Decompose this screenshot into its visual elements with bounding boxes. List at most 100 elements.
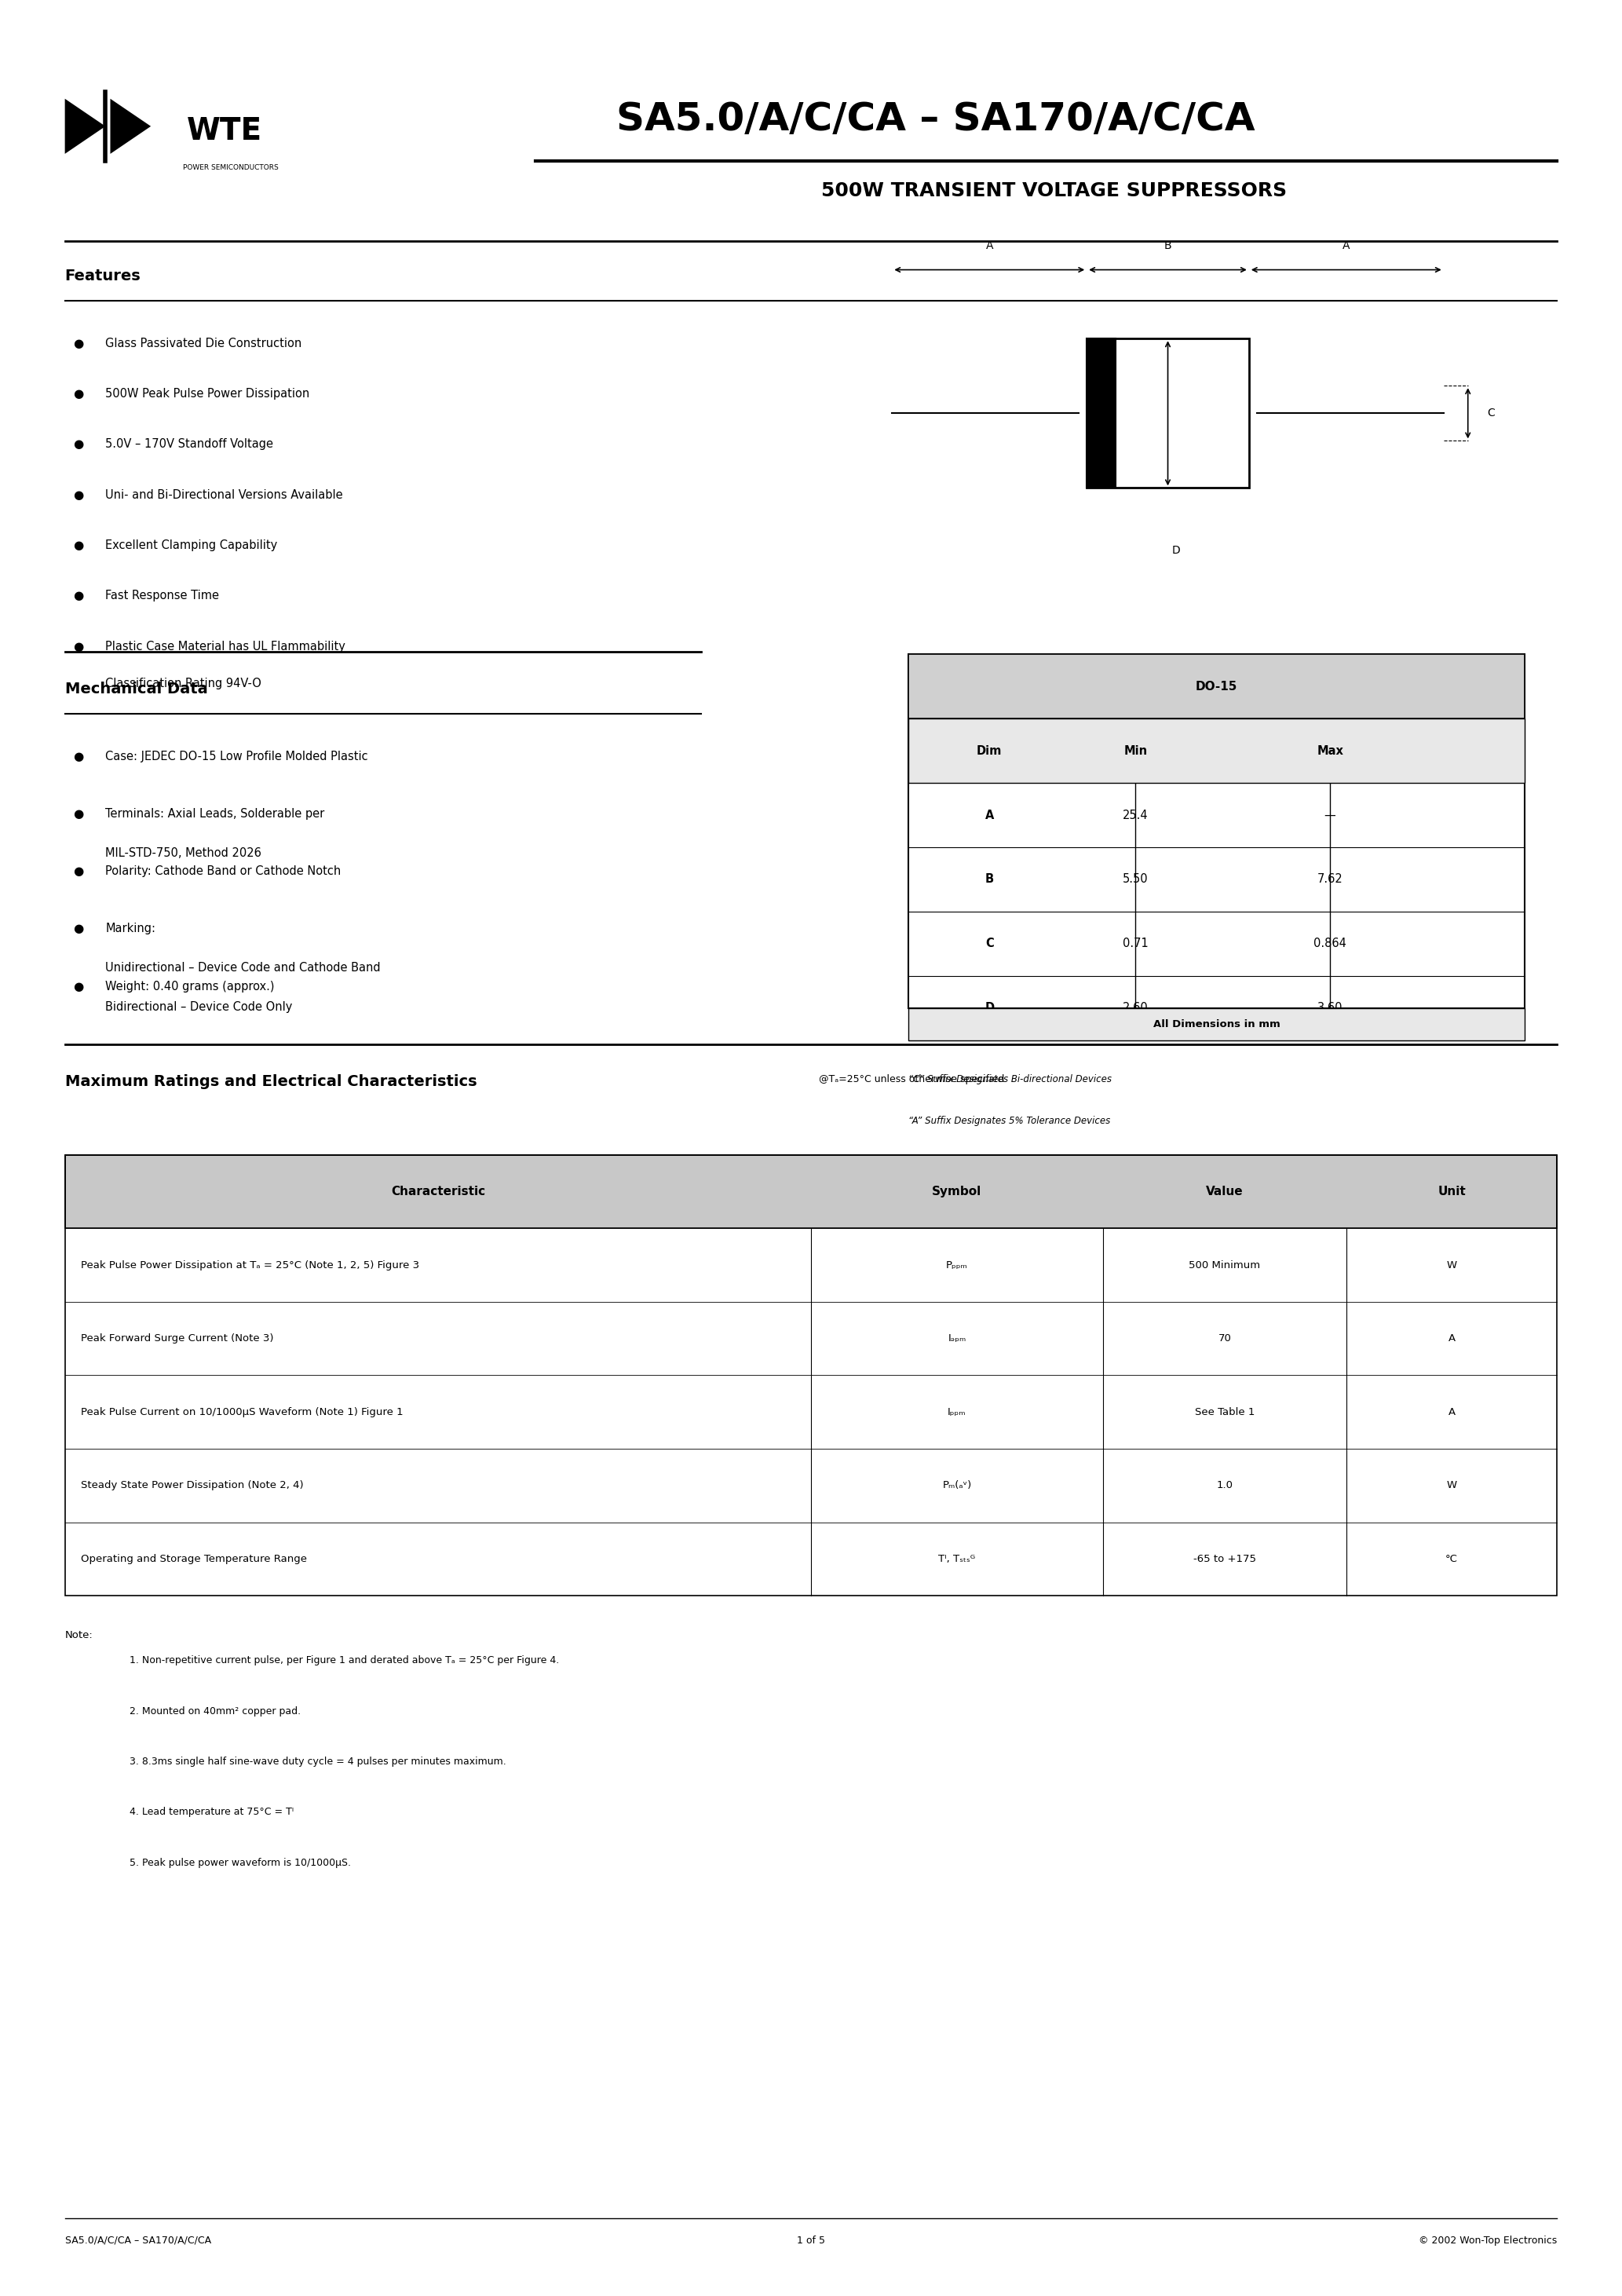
Text: No Suffix Designates 10% Tolerance Devices: No Suffix Designates 10% Tolerance Devic…: [908, 1157, 1114, 1166]
Text: Value: Value: [1205, 1185, 1244, 1199]
Text: Operating and Storage Temperature Range: Operating and Storage Temperature Range: [81, 1554, 307, 1564]
Text: SA5.0/A/C/CA – SA170/A/C/CA: SA5.0/A/C/CA – SA170/A/C/CA: [65, 2236, 211, 2245]
Text: Maximum Ratings and Electrical Characteristics: Maximum Ratings and Electrical Character…: [65, 1075, 477, 1088]
Text: See Table 1: See Table 1: [1195, 1407, 1254, 1417]
Bar: [908, 654, 1525, 1008]
Polygon shape: [65, 99, 105, 154]
Text: Max: Max: [1317, 744, 1343, 758]
Text: 0.71: 0.71: [1122, 937, 1148, 951]
Text: A: A: [1448, 1334, 1455, 1343]
Text: W: W: [1447, 1261, 1457, 1270]
Text: 500W TRANSIENT VOLTAGE SUPPRESSORS: 500W TRANSIENT VOLTAGE SUPPRESSORS: [821, 181, 1288, 200]
Text: ●: ●: [73, 439, 83, 450]
Text: “A” Suffix Designates 5% Tolerance Devices: “A” Suffix Designates 5% Tolerance Devic…: [908, 1116, 1111, 1125]
Text: A: A: [985, 808, 994, 822]
Text: 500 Minimum: 500 Minimum: [1189, 1261, 1260, 1270]
Bar: [1087, 338, 1249, 489]
Text: Polarity: Cathode Band or Cathode Notch: Polarity: Cathode Band or Cathode Notch: [105, 866, 341, 877]
Text: Excellent Clamping Capability: Excellent Clamping Capability: [105, 540, 277, 551]
Text: Features: Features: [65, 269, 141, 282]
Text: MIL-STD-750, Method 2026: MIL-STD-750, Method 2026: [105, 847, 261, 859]
Text: B: B: [985, 872, 994, 886]
Text: Tᴵ, Tₛₜₛᴳ: Tᴵ, Tₛₜₛᴳ: [939, 1554, 975, 1564]
Text: Pₚₚₘ: Pₚₚₘ: [946, 1261, 968, 1270]
Text: A: A: [1448, 1407, 1455, 1417]
Text: A: A: [1343, 241, 1350, 253]
Text: Min: Min: [1124, 744, 1147, 758]
Text: ●: ●: [73, 923, 83, 934]
Polygon shape: [110, 99, 151, 154]
Bar: [908, 719, 1525, 783]
Text: —: —: [1324, 808, 1337, 822]
Text: Iₔₚₘ: Iₔₚₘ: [947, 1334, 967, 1343]
Text: 2. Mounted on 40mm² copper pad.: 2. Mounted on 40mm² copper pad.: [130, 1706, 302, 1715]
Text: Case: JEDEC DO-15 Low Profile Molded Plastic: Case: JEDEC DO-15 Low Profile Molded Pla…: [105, 751, 368, 762]
Text: 25.4: 25.4: [1122, 808, 1148, 822]
Text: Note:: Note:: [65, 1630, 92, 1639]
Text: SA5.0/A/C/CA – SA170/A/C/CA: SA5.0/A/C/CA – SA170/A/C/CA: [616, 101, 1255, 138]
Text: Characteristic: Characteristic: [391, 1185, 485, 1199]
Text: “C” Suffix Designates Bi-directional Devices: “C” Suffix Designates Bi-directional Dev…: [908, 1075, 1111, 1084]
Bar: [65, 1155, 1557, 1596]
Text: Unidirectional – Device Code and Cathode Band: Unidirectional – Device Code and Cathode…: [105, 962, 381, 974]
Text: ●: ●: [73, 641, 83, 652]
Text: Uni- and Bi-Directional Versions Available: Uni- and Bi-Directional Versions Availab…: [105, 489, 342, 501]
Text: © 2002 Won-Top Electronics: © 2002 Won-Top Electronics: [1419, 2236, 1557, 2245]
Text: ●: ●: [73, 489, 83, 501]
Text: Peak Pulse Power Dissipation at Tₐ = 25°C (Note 1, 2, 5) Figure 3: Peak Pulse Power Dissipation at Tₐ = 25°…: [81, 1261, 420, 1270]
Text: All Dimensions in mm: All Dimensions in mm: [1153, 1019, 1280, 1029]
Text: 5.50: 5.50: [1122, 872, 1148, 886]
Text: 3. 8.3ms single half sine-wave duty cycle = 4 pulses per minutes maximum.: 3. 8.3ms single half sine-wave duty cycl…: [130, 1756, 506, 1766]
Text: ●: ●: [73, 540, 83, 551]
Text: C: C: [1487, 409, 1495, 418]
Text: 5.0V – 170V Standoff Voltage: 5.0V – 170V Standoff Voltage: [105, 439, 274, 450]
Text: C: C: [985, 937, 994, 951]
Text: 1.0: 1.0: [1216, 1481, 1233, 1490]
Text: Mechanical Data: Mechanical Data: [65, 682, 208, 696]
Text: 3.60: 3.60: [1317, 1001, 1343, 1015]
Text: 500W Peak Pulse Power Dissipation: 500W Peak Pulse Power Dissipation: [105, 388, 310, 400]
Bar: [908, 1008, 1525, 1040]
Text: @Tₐ=25°C unless otherwise specified: @Tₐ=25°C unless otherwise specified: [819, 1075, 1004, 1084]
Text: 2.60: 2.60: [1122, 1001, 1148, 1015]
Text: ●: ●: [73, 808, 83, 820]
Text: Glass Passivated Die Construction: Glass Passivated Die Construction: [105, 338, 302, 349]
Text: Peak Forward Surge Current (Note 3): Peak Forward Surge Current (Note 3): [81, 1334, 274, 1343]
Text: 7.62: 7.62: [1317, 872, 1343, 886]
Text: 1 of 5: 1 of 5: [796, 2236, 826, 2245]
Text: 5. Peak pulse power waveform is 10/1000μS.: 5. Peak pulse power waveform is 10/1000μ…: [130, 1857, 350, 1867]
Text: D: D: [1171, 546, 1181, 556]
Text: ●: ●: [73, 751, 83, 762]
Text: 70: 70: [1218, 1334, 1231, 1343]
Bar: [908, 654, 1525, 719]
Text: Symbol: Symbol: [933, 1185, 981, 1199]
Bar: [65, 1155, 1557, 1228]
Text: 4. Lead temperature at 75°C = Tᴵ: 4. Lead temperature at 75°C = Tᴵ: [130, 1807, 294, 1816]
Text: ●: ●: [73, 590, 83, 602]
Text: Dim: Dim: [976, 744, 1002, 758]
Text: WTE: WTE: [187, 117, 263, 145]
Text: ●: ●: [73, 980, 83, 992]
Text: Unit: Unit: [1437, 1185, 1466, 1199]
Text: Plastic Case Material has UL Flammability: Plastic Case Material has UL Flammabilit…: [105, 641, 345, 652]
Text: Terminals: Axial Leads, Solderable per: Terminals: Axial Leads, Solderable per: [105, 808, 324, 820]
Text: Iₚₚₘ: Iₚₚₘ: [947, 1407, 967, 1417]
Text: Weight: 0.40 grams (approx.): Weight: 0.40 grams (approx.): [105, 980, 274, 992]
Text: Classification Rating 94V-O: Classification Rating 94V-O: [105, 677, 261, 689]
Text: POWER SEMICONDUCTORS: POWER SEMICONDUCTORS: [183, 163, 279, 172]
Text: A: A: [986, 241, 993, 253]
Text: DO-15: DO-15: [1195, 680, 1238, 693]
Text: Fast Response Time: Fast Response Time: [105, 590, 219, 602]
Text: -65 to +175: -65 to +175: [1194, 1554, 1255, 1564]
Text: Bidirectional – Device Code Only: Bidirectional – Device Code Only: [105, 1001, 292, 1013]
Text: 0.864: 0.864: [1314, 937, 1346, 951]
Text: D: D: [985, 1001, 994, 1015]
Text: ●: ●: [73, 338, 83, 349]
Text: ●: ●: [73, 388, 83, 400]
Text: °C: °C: [1445, 1554, 1458, 1564]
Text: W: W: [1447, 1481, 1457, 1490]
Bar: [1087, 338, 1116, 489]
Text: Marking:: Marking:: [105, 923, 156, 934]
Text: Pₘ(ₐᵛ): Pₘ(ₐᵛ): [942, 1481, 972, 1490]
Text: Steady State Power Dissipation (Note 2, 4): Steady State Power Dissipation (Note 2, …: [81, 1481, 303, 1490]
